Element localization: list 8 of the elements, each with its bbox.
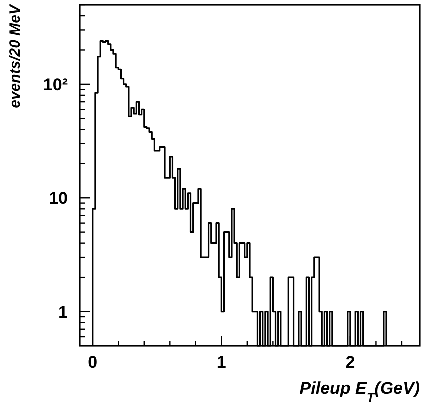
- x-axis-title: Pileup E$_{T}$(GeV): [300, 379, 420, 404]
- y-tick-label: 1: [58, 302, 68, 322]
- x-tick-label: 2: [346, 353, 356, 372]
- x-tick-label: 1: [216, 353, 226, 372]
- x-tick-label: 0: [88, 353, 98, 372]
- y-axis-title: events/20 MeV: [7, 3, 24, 108]
- y-tick-label: 10: [49, 189, 68, 208]
- y-tick-label: 10²: [43, 75, 68, 94]
